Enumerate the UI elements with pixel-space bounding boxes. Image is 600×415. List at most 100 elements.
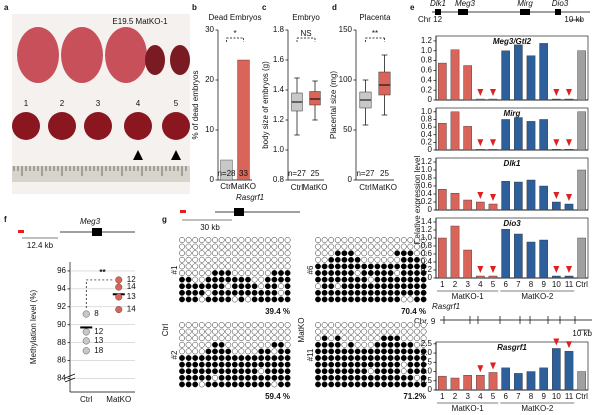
arrow xyxy=(553,266,560,273)
cpg-site xyxy=(381,250,387,257)
cpg-site xyxy=(212,276,218,283)
cpg-site xyxy=(400,263,407,270)
chromosome-label: Chr. 9 xyxy=(414,317,436,326)
cpg-site xyxy=(284,322,291,328)
cpg-site xyxy=(205,381,212,388)
y-tick-label: 96 xyxy=(57,266,66,275)
cpg-site xyxy=(381,361,387,368)
cpg-site xyxy=(334,243,341,250)
cpg-site xyxy=(245,237,251,243)
cpg-site xyxy=(321,374,328,381)
cpg-site xyxy=(179,276,185,283)
cpg-site xyxy=(354,289,361,296)
cpg-site xyxy=(334,322,341,328)
y-tick-label: 0.6 xyxy=(421,122,433,131)
cpg-site xyxy=(251,381,258,388)
cpg-site xyxy=(400,270,407,276)
gene-box xyxy=(555,9,561,15)
cpg-site xyxy=(348,263,354,270)
cpg-site xyxy=(271,335,278,342)
cpg-site xyxy=(387,328,394,335)
cpg-site xyxy=(367,276,374,283)
cpg-site xyxy=(258,322,265,328)
cpg-site xyxy=(245,381,251,388)
cpg-site xyxy=(348,355,354,361)
cpg-site xyxy=(341,256,348,263)
cpg-site xyxy=(348,243,354,250)
cpg-site xyxy=(245,256,251,263)
bar xyxy=(526,241,536,279)
cpg-site xyxy=(394,335,401,342)
cpg-site xyxy=(361,276,368,283)
cpg-site xyxy=(394,270,401,276)
cpg-site xyxy=(420,341,427,348)
cpg-site xyxy=(231,237,238,243)
cpg-site xyxy=(348,322,354,328)
axis-break xyxy=(64,373,76,379)
box xyxy=(309,91,321,106)
cpg-site xyxy=(414,328,420,335)
cpg-site xyxy=(192,348,199,355)
cpg-site xyxy=(348,328,354,335)
cpg-site xyxy=(179,348,185,355)
cpg-site xyxy=(212,374,218,381)
cpg-site xyxy=(367,250,374,257)
cpg-site xyxy=(400,335,407,342)
cpg-site xyxy=(381,328,387,335)
cpg-site xyxy=(315,355,321,361)
x-tick-label: 1 xyxy=(440,392,445,401)
panel-label: b xyxy=(192,3,197,12)
cpg-site xyxy=(361,243,368,250)
cpg-site xyxy=(334,374,341,381)
x-tick-label: 5 xyxy=(491,280,496,289)
cpg-site xyxy=(251,348,258,355)
cpg-site xyxy=(258,328,265,335)
cpg-site xyxy=(278,276,284,283)
bar xyxy=(564,203,574,211)
cpg-site xyxy=(264,381,271,388)
cpg-site xyxy=(354,335,361,342)
cpg-site xyxy=(251,361,258,368)
cpg-site xyxy=(284,341,291,348)
cpg-site xyxy=(315,283,321,290)
cpg-site xyxy=(400,237,407,243)
cpg-site xyxy=(225,250,232,257)
cpg-site xyxy=(251,256,258,263)
cpg-site xyxy=(185,296,192,303)
cpg-site xyxy=(354,328,361,335)
cpg-site xyxy=(245,250,251,257)
cpg-site xyxy=(251,355,258,361)
cpg-site xyxy=(361,296,368,303)
cpg-site xyxy=(271,296,278,303)
cpg-site xyxy=(414,381,420,388)
cpg-site xyxy=(348,250,354,257)
methylation-level: 39.4 % xyxy=(265,307,290,316)
cpg-site xyxy=(328,355,335,361)
cpg-site xyxy=(278,237,284,243)
x-tick-label: 9 xyxy=(541,280,546,289)
cpg-site xyxy=(354,250,361,257)
point-label: 12 xyxy=(94,327,103,336)
cpg-site xyxy=(271,263,278,270)
cpg-site xyxy=(258,381,265,388)
cpg-site xyxy=(394,243,401,250)
cpg-site xyxy=(334,270,341,276)
cpg-site xyxy=(400,283,407,290)
cpg-site xyxy=(387,270,394,276)
y-tick-label: 1.2 xyxy=(273,115,285,124)
cpg-site xyxy=(374,348,381,355)
gene-label: Rasgrf1 xyxy=(432,302,460,311)
cpg-site xyxy=(258,368,265,375)
cpg-site xyxy=(212,296,218,303)
bar xyxy=(501,180,510,211)
cpg-site xyxy=(387,296,394,303)
point xyxy=(115,305,123,314)
cpg-site xyxy=(251,250,258,257)
cpg-site xyxy=(334,368,341,375)
cpg-site xyxy=(414,283,420,290)
cpg-site xyxy=(354,270,361,276)
cpg-site xyxy=(321,283,328,290)
cpg-site xyxy=(284,270,291,276)
cpg-site xyxy=(328,335,335,342)
panel-label: f xyxy=(4,215,7,224)
